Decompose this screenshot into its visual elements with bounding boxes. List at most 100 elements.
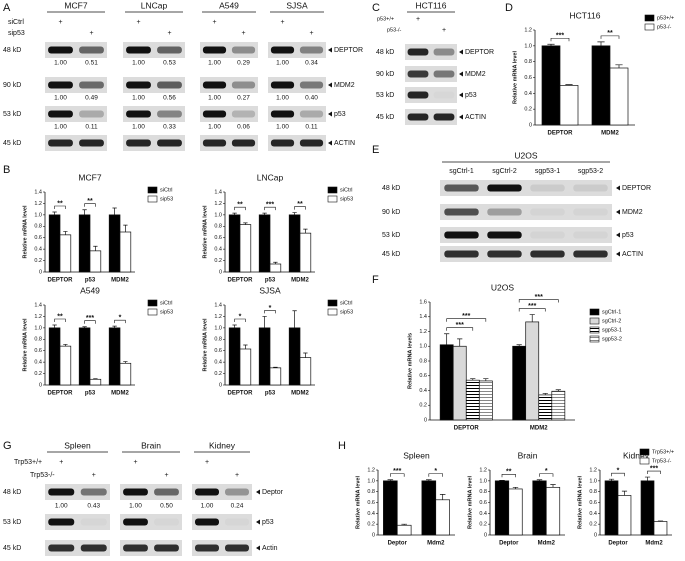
significance-label: * [269, 305, 272, 312]
panel-label: C [372, 2, 380, 14]
y-tick-label: 1.4 [34, 189, 42, 195]
blot-membrane [120, 540, 182, 556]
y-tick-label: 1.0 [34, 325, 42, 331]
blot-membrane [200, 42, 258, 58]
blot-membrane [405, 66, 457, 82]
blot-band [80, 488, 107, 496]
quant-label: 1.00 [208, 124, 221, 131]
x-tick-label: MDM2 [111, 278, 129, 284]
legend-label: sip53 [160, 309, 173, 315]
band-arrow [459, 71, 463, 77]
bar [538, 394, 553, 421]
blot-band [225, 488, 249, 496]
y-tick-label: 0.2 [589, 522, 597, 528]
blot-band [270, 81, 295, 89]
condition-label: siCtrl [8, 19, 24, 26]
y-tick-label: 0.8 [589, 489, 597, 495]
lane-label: sgCtrl-1 [449, 168, 474, 175]
plus: + [89, 30, 93, 37]
error-bar [112, 207, 117, 215]
bar [48, 214, 61, 273]
error-bar [243, 222, 248, 225]
band-arrow [256, 519, 260, 525]
significance-label: ** [87, 198, 93, 205]
y-axis-label: Relative mRNA level [202, 205, 208, 258]
plus: + [416, 16, 420, 23]
bar [258, 214, 271, 273]
error-bar [387, 479, 394, 481]
bar [78, 327, 91, 386]
condition-label: p53+/+ [377, 16, 394, 22]
y-tick-label: 0.6 [214, 235, 222, 241]
y-tick-label: 0.6 [34, 235, 42, 241]
quant-label: 1.00 [55, 503, 68, 510]
y-tick-label: 0.8 [34, 337, 42, 343]
weight-label: 45 kD [3, 545, 21, 552]
y-axis-label: Relative mRNA level [22, 205, 28, 258]
blot-band [126, 46, 151, 54]
blot-membrane [192, 484, 252, 500]
blot-band [195, 488, 219, 496]
quant-label: 0.33 [163, 124, 176, 131]
error-bar [550, 484, 556, 488]
y-tick-label: 1.2 [367, 467, 375, 473]
blot-band [123, 544, 148, 552]
blot-membrane [123, 135, 185, 151]
significance-bracket [234, 318, 246, 322]
quant-label: 0.29 [237, 60, 250, 67]
plus: + [442, 27, 446, 34]
y-axis-label: Relative mRNA level [22, 318, 28, 371]
blot-band [530, 250, 565, 258]
band-arrow [616, 232, 620, 238]
blot-band [231, 46, 256, 54]
bar [508, 488, 523, 536]
significance-label: * [434, 468, 437, 475]
blot-band [202, 110, 227, 118]
x-tick-label: Deptor [608, 541, 628, 547]
bar [383, 480, 398, 536]
x-tick-label: Mdm2 [645, 541, 663, 547]
error-bar [82, 209, 87, 215]
blot-band [48, 110, 73, 118]
x-tick-label: DEPTOR [454, 426, 480, 432]
bar [119, 362, 132, 386]
quant-label: 0.53 [163, 60, 176, 67]
blot-membrane [405, 109, 457, 125]
blot-membrane [123, 42, 185, 58]
blot-band [195, 544, 219, 552]
blot-band [48, 46, 73, 54]
y-tick-label: 0.2 [419, 403, 427, 409]
significance-bracket [84, 203, 96, 207]
chart-title: LNCap [257, 172, 284, 182]
error-bar [483, 378, 489, 381]
error-bar [303, 228, 308, 234]
significance-bracket [446, 327, 474, 331]
bar [559, 85, 579, 126]
significance-bracket [550, 37, 570, 42]
weight-label: 45 kD [3, 140, 21, 147]
legend-label: siCtrl [160, 187, 173, 193]
y-tick-label: 0 [594, 532, 597, 538]
y-tick-label: 1.2 [589, 467, 597, 473]
legend-swatch [327, 195, 338, 203]
blot-band [444, 208, 479, 216]
y-tick-label: 0.6 [419, 373, 427, 379]
significance-bracket [446, 318, 487, 322]
weight-label: 48 kD [382, 185, 400, 192]
error-bar [123, 224, 128, 232]
band-label: MDM2 [622, 209, 643, 216]
y-tick-label: 1.2 [524, 27, 532, 33]
blot-band [126, 81, 151, 89]
blot-band [154, 519, 179, 526]
bar [435, 499, 450, 536]
bar [532, 480, 547, 536]
x-tick-label: DEPTOR [48, 391, 74, 397]
plus: + [167, 30, 171, 37]
bar [545, 486, 561, 536]
significance-bracket [114, 319, 126, 324]
legend-swatch [644, 14, 655, 22]
error-bar [529, 314, 535, 322]
y-tick-label: 0.2 [524, 107, 532, 113]
y-tick-label: 0.8 [524, 59, 532, 65]
blot-band [270, 139, 295, 147]
